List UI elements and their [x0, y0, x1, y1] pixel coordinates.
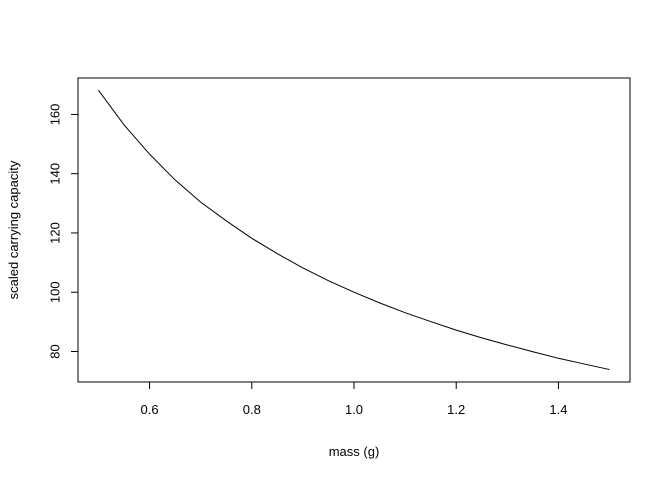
y-axis-title: scaled carrying capacity	[6, 160, 21, 299]
x-tick-label: 1.4	[549, 402, 567, 417]
x-axis-title: mass (g)	[329, 444, 380, 459]
y-tick-label: 100	[47, 281, 62, 303]
x-tick-label: 1.0	[345, 402, 363, 417]
x-tick-label: 0.6	[141, 402, 159, 417]
plot-box	[77, 77, 631, 383]
x-axis: 0.6 0.8 1.0 1.2 1.4	[141, 381, 567, 417]
y-tick-label: 80	[47, 344, 62, 358]
y-tick-label: 120	[47, 222, 62, 244]
y-tick-label: 140	[47, 163, 62, 185]
y-tick-label: 160	[47, 104, 62, 126]
series-line	[98, 89, 610, 371]
y-axis: 80 100 120 140 160	[47, 104, 79, 359]
x-tick-label: 1.2	[447, 402, 465, 417]
x-tick-label: 0.8	[243, 402, 261, 417]
